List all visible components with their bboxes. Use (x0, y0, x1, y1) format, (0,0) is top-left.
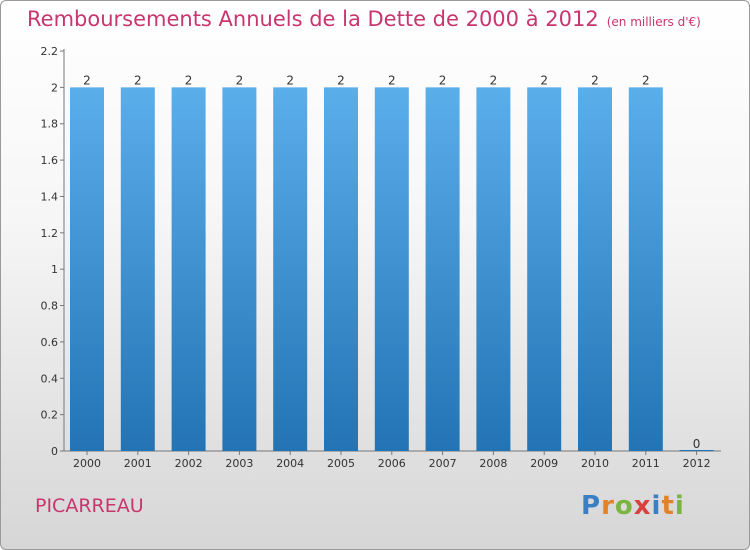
y-tick-label: 0.6 (41, 336, 59, 349)
data-label: 2 (540, 73, 548, 87)
bar (273, 87, 308, 451)
data-label: 2 (236, 73, 244, 87)
logo-letter: r (601, 491, 615, 521)
logo-letter: i (674, 491, 685, 521)
data-label: 0 (693, 437, 701, 451)
x-tick-label: 2005 (327, 457, 355, 470)
data-label: 2 (642, 73, 650, 87)
x-tick-label: 2003 (225, 457, 253, 470)
y-tick-label: 0 (51, 445, 58, 458)
chart-title: Remboursements Annuels de la Dette de 20… (27, 7, 701, 31)
bar (628, 87, 663, 451)
x-tick-label: 2008 (479, 457, 507, 470)
bar (324, 87, 358, 451)
bar (222, 87, 257, 451)
bar (374, 87, 409, 451)
x-tick-label: 2007 (429, 457, 457, 470)
bar (70, 87, 104, 451)
x-tick-label: 2011 (632, 457, 660, 470)
data-label: 2 (185, 73, 193, 87)
bar (527, 87, 562, 451)
logo-letter: x (633, 491, 652, 521)
proxiti-logo[interactable]: Proxiti (581, 491, 685, 521)
bar (578, 87, 612, 451)
y-tick-label: 0.4 (41, 372, 59, 385)
y-tick-label: 1.6 (41, 154, 59, 167)
data-label: 2 (337, 73, 345, 87)
x-tick-label: 2001 (124, 457, 152, 470)
y-tick-label: 0.2 (41, 409, 59, 422)
x-tick-label: 2010 (581, 457, 609, 470)
logo-letter: i (651, 491, 662, 521)
bar (425, 87, 460, 451)
data-label: 2 (134, 73, 142, 87)
y-tick-label: 2 (51, 81, 58, 94)
logo-letter: P (581, 491, 602, 521)
bar (171, 87, 206, 451)
y-tick-label: 1.4 (41, 190, 59, 203)
logo-letter: o (614, 491, 634, 521)
y-tick-label: 0.8 (41, 300, 59, 313)
y-tick-label: 1.8 (41, 118, 59, 131)
logo-letter: t (661, 491, 675, 521)
bar (120, 87, 155, 451)
x-tick-label: 2012 (683, 457, 711, 470)
data-label: 2 (439, 73, 447, 87)
data-label: 2 (83, 73, 91, 87)
x-tick-label: 2002 (175, 457, 203, 470)
x-tick-label: 2004 (276, 457, 304, 470)
data-label: 2 (388, 73, 396, 87)
y-tick-label: 1 (51, 263, 58, 276)
data-label: 2 (490, 73, 498, 87)
x-tick-label: 2006 (378, 457, 406, 470)
title-text: Remboursements Annuels de la Dette de 20… (27, 7, 599, 31)
data-label: 2 (591, 73, 599, 87)
bar (476, 87, 511, 451)
commune-name: PICARREAU (35, 495, 144, 517)
y-tick-label: 1.2 (41, 227, 59, 240)
data-label: 2 (286, 73, 294, 87)
y-tick-label: 2.2 (41, 45, 59, 58)
unit-label: (en milliers d'€) (606, 15, 701, 29)
x-tick-label: 2000 (73, 457, 101, 470)
x-tick-label: 2009 (530, 457, 558, 470)
